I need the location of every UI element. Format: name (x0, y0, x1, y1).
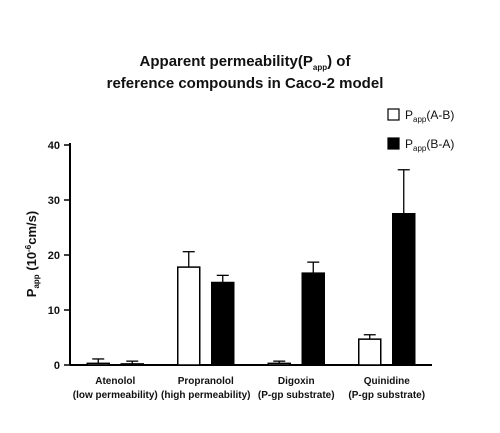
y-ticks: 0 10 20 30 40 (48, 140, 70, 372)
x-category-labels: Atenolol (low permeability) Propranolol (hi… (73, 376, 425, 401)
legend-label-a-b: Papp(A-B) (405, 108, 454, 124)
legend-label-b-a: Papp(B-A) (405, 137, 454, 153)
category-label-line1: Quinidine (364, 376, 411, 387)
bar-a-b-3 (358, 338, 382, 366)
y-tick-label: 30 (48, 195, 60, 207)
category-label-line1: Digoxin (278, 376, 315, 387)
legend-swatch-b-a (387, 137, 400, 150)
y-tick-label: 0 (54, 360, 60, 372)
legend-swatch-a-b (387, 108, 400, 121)
legend: Papp(A-B) Papp(B-A) (387, 108, 454, 153)
bar-a-b-1 (177, 266, 201, 366)
category-label-line2: (P-gp substrate) (348, 390, 425, 401)
y-axis-label: Papp (10-6cm/s) (24, 211, 41, 297)
category-label-line2: (low permeability) (73, 390, 158, 401)
bar-a-b-2 (267, 362, 291, 366)
bar-b-a-2 (301, 272, 325, 366)
bar-b-a-0 (120, 363, 144, 366)
bar-a-b-0 (86, 362, 110, 366)
chart-title-line2: reference compounds in Caco-2 model (107, 75, 384, 92)
bar-b-a-1 (211, 281, 235, 366)
y-tick-label: 40 (48, 140, 60, 152)
category-label-line2: (P-gp substrate) (258, 390, 335, 401)
y-tick-label: 10 (48, 305, 60, 317)
category-label-line1: Propranolol (178, 376, 234, 387)
category-label-line1: Atenolol (95, 376, 135, 387)
bar-b-a-3 (392, 213, 416, 366)
y-tick-label: 20 (48, 250, 60, 262)
chart-title-line1: Apparent permeability(Papp) of (140, 53, 352, 72)
category-label-line2: (high permeability) (161, 390, 250, 401)
bars-group (86, 169, 416, 366)
